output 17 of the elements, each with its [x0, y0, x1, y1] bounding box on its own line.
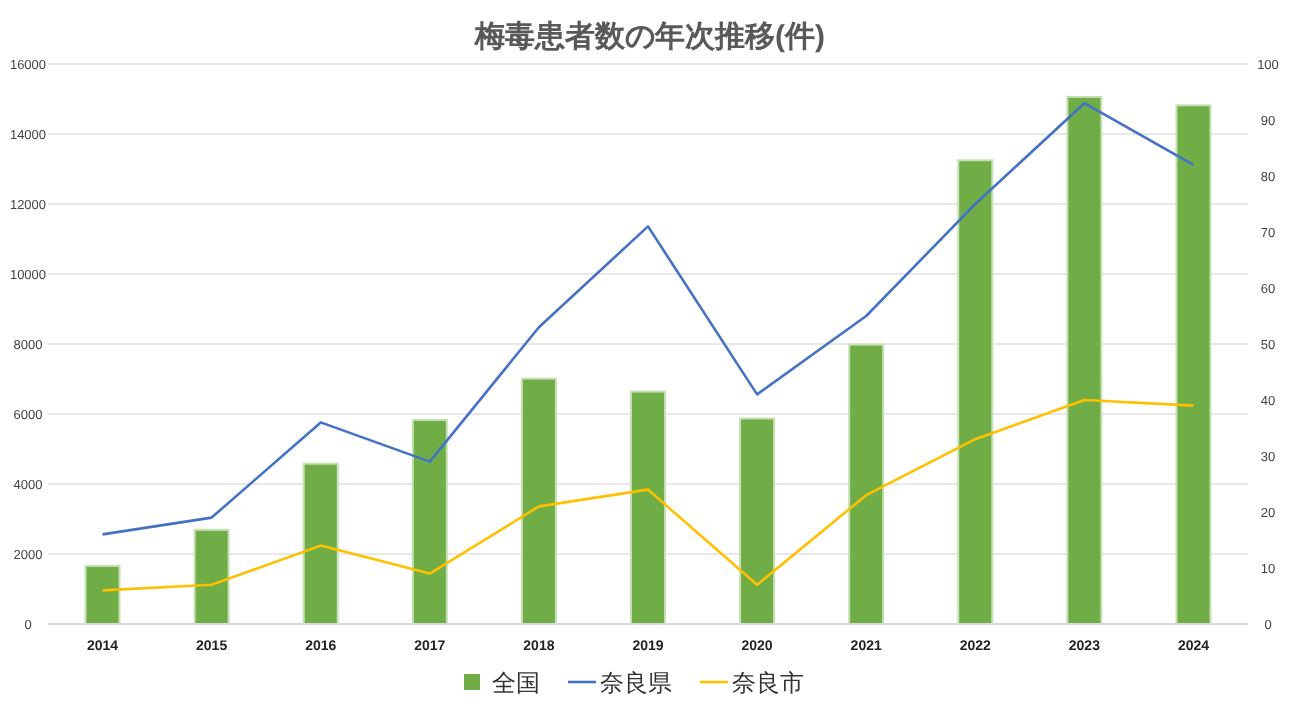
- bar: [193, 528, 230, 625]
- bar: [957, 159, 994, 625]
- legend-label: 奈良県: [600, 669, 672, 697]
- bar: [848, 343, 885, 625]
- bar: [630, 390, 666, 625]
- legend-label: 全国: [492, 669, 540, 697]
- bar: [411, 418, 448, 625]
- legend-label: 奈良市: [732, 669, 804, 697]
- bar: [1066, 95, 1103, 625]
- bar: [739, 417, 776, 625]
- line-series: [101, 101, 1195, 536]
- chart-title: 梅毒患者数の年次推移(件): [473, 20, 825, 54]
- bar: [84, 564, 121, 625]
- bar: [302, 462, 339, 625]
- line-series: [101, 398, 1195, 592]
- bar: [1175, 104, 1212, 625]
- bar: [520, 377, 557, 625]
